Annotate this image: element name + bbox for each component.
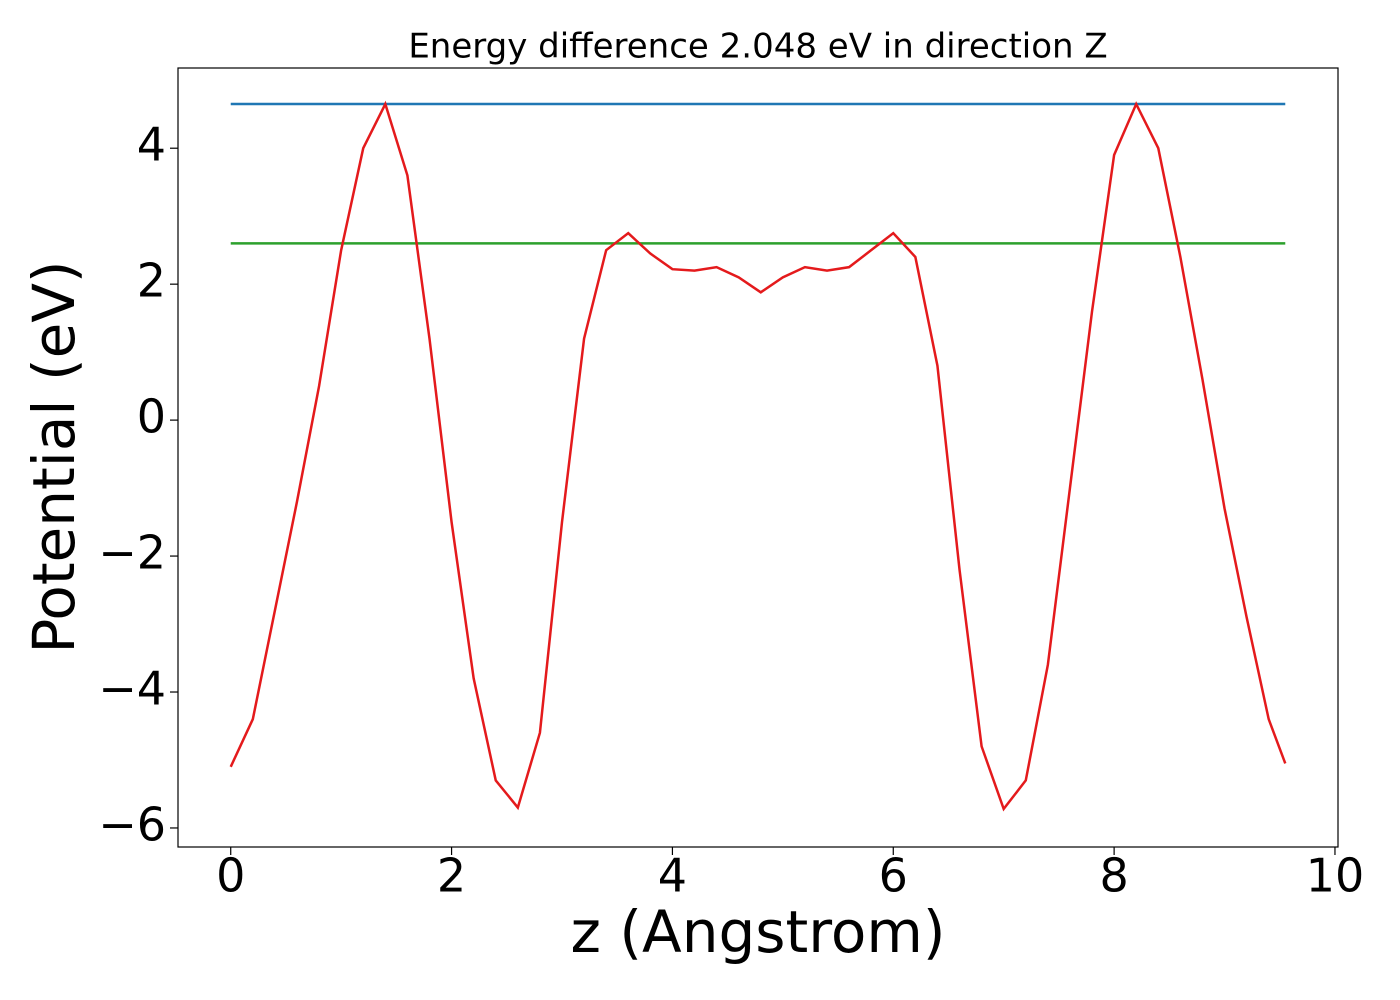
y-tick-label: −4 — [98, 662, 166, 716]
x-tick-label: 8 — [1099, 849, 1128, 903]
x-tick-label: 6 — [879, 849, 908, 903]
x-tick-label: 4 — [658, 849, 687, 903]
x-tick-label: 10 — [1306, 849, 1365, 903]
y-axis-label: Potential (eV) — [20, 260, 88, 653]
y-tick-label: −2 — [98, 526, 166, 580]
y-tick-label: 0 — [137, 390, 166, 444]
x-tick-label: 2 — [437, 849, 466, 903]
chart-title: Energy difference 2.048 eV in direction … — [408, 27, 1107, 67]
x-axis-label: z (Angstrom) — [571, 898, 946, 966]
y-tick-label: 2 — [137, 254, 166, 308]
y-tick-label: −6 — [98, 797, 166, 851]
y-tick-label: 4 — [137, 118, 166, 172]
x-tick-label: 0 — [216, 849, 245, 903]
plot-frame — [177, 67, 1339, 848]
series-line — [229, 100, 1287, 812]
